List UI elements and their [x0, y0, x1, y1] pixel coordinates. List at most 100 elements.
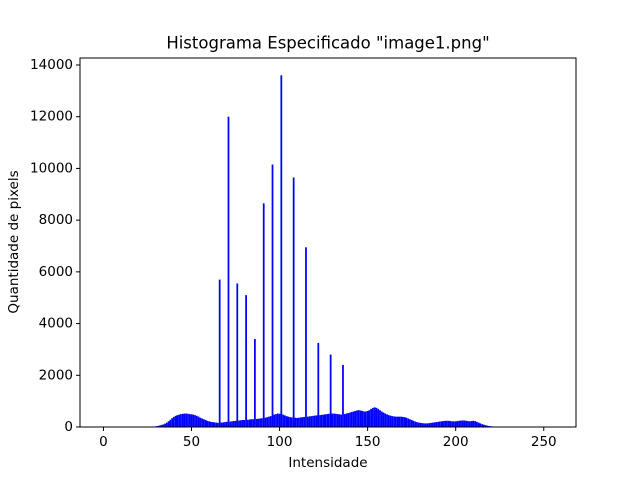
bar — [474, 421, 476, 427]
bar — [349, 412, 351, 427]
bar — [423, 423, 425, 427]
bar — [382, 412, 385, 427]
bar — [215, 422, 218, 427]
bar — [454, 421, 457, 427]
bar — [409, 419, 411, 427]
bar — [211, 422, 214, 427]
bar — [201, 418, 203, 427]
bar — [336, 414, 339, 427]
bar — [202, 419, 205, 427]
bar — [232, 421, 235, 427]
bar — [446, 420, 448, 427]
bar — [239, 420, 242, 427]
bar — [229, 421, 232, 427]
bar — [225, 421, 228, 427]
bar — [426, 423, 429, 427]
bar — [292, 177, 295, 427]
bar — [456, 421, 459, 427]
bar — [389, 415, 392, 427]
bar — [183, 413, 186, 427]
bar — [328, 413, 330, 427]
bar — [254, 339, 256, 427]
bar — [403, 417, 406, 427]
bar — [206, 420, 209, 427]
bar — [285, 416, 288, 427]
bar — [197, 416, 200, 427]
bar — [322, 414, 325, 427]
bar — [440, 421, 443, 427]
x-tick-label: 100 — [267, 434, 293, 450]
bar — [174, 415, 177, 427]
bar — [366, 410, 369, 427]
x-axis-label: Intensidade — [288, 455, 367, 471]
bar — [271, 164, 274, 427]
bar — [169, 419, 172, 427]
bar — [347, 413, 350, 427]
bar — [276, 413, 279, 427]
bar — [368, 410, 371, 427]
bar — [299, 417, 302, 427]
bar — [333, 413, 336, 427]
bar — [424, 423, 427, 427]
bar — [467, 421, 469, 427]
bar — [181, 413, 184, 427]
y-axis-label: Quantidade de pixels — [6, 170, 22, 313]
bar — [380, 411, 383, 427]
bar — [266, 417, 269, 427]
bar — [468, 421, 471, 427]
bar — [338, 414, 341, 427]
bar — [209, 421, 212, 427]
bar — [398, 416, 401, 427]
bar — [259, 418, 262, 427]
bar — [475, 421, 478, 427]
bar — [303, 416, 306, 427]
bar — [370, 408, 373, 427]
y-tick-label: 0 — [64, 419, 73, 435]
bar — [192, 414, 195, 427]
bar — [243, 420, 246, 427]
bar — [298, 417, 300, 427]
bar — [176, 415, 179, 427]
bar — [447, 420, 450, 427]
bar — [320, 414, 323, 427]
bar — [488, 425, 491, 427]
bar — [255, 418, 258, 427]
bar — [379, 410, 381, 427]
bar — [185, 413, 188, 427]
bar — [433, 422, 436, 427]
bar — [361, 410, 364, 427]
bar — [248, 419, 251, 427]
bar — [417, 422, 420, 427]
y-tick-label: 4000 — [39, 316, 73, 332]
bar — [431, 422, 434, 427]
bar — [329, 354, 332, 427]
bar — [222, 422, 225, 427]
bar — [438, 421, 441, 427]
y-tick-label: 14000 — [30, 57, 73, 73]
bar — [391, 416, 394, 427]
bar — [315, 415, 318, 427]
bar — [278, 413, 281, 427]
bar — [416, 422, 418, 427]
bar — [241, 420, 244, 427]
bar — [208, 421, 210, 427]
bar — [345, 413, 348, 427]
bar — [231, 421, 233, 427]
bar — [373, 407, 376, 427]
bar — [354, 410, 357, 427]
bar — [352, 411, 355, 427]
bar — [460, 420, 462, 427]
bar — [372, 407, 374, 427]
bar — [363, 411, 365, 427]
bar — [217, 422, 219, 427]
bar — [335, 413, 337, 427]
axes-frame — [79, 57, 577, 428]
bar — [268, 416, 270, 427]
bar — [364, 411, 367, 427]
bar — [357, 410, 360, 427]
bar — [343, 414, 346, 427]
y-tick-label: 8000 — [39, 212, 73, 228]
bar — [313, 415, 316, 427]
bar — [451, 421, 454, 427]
